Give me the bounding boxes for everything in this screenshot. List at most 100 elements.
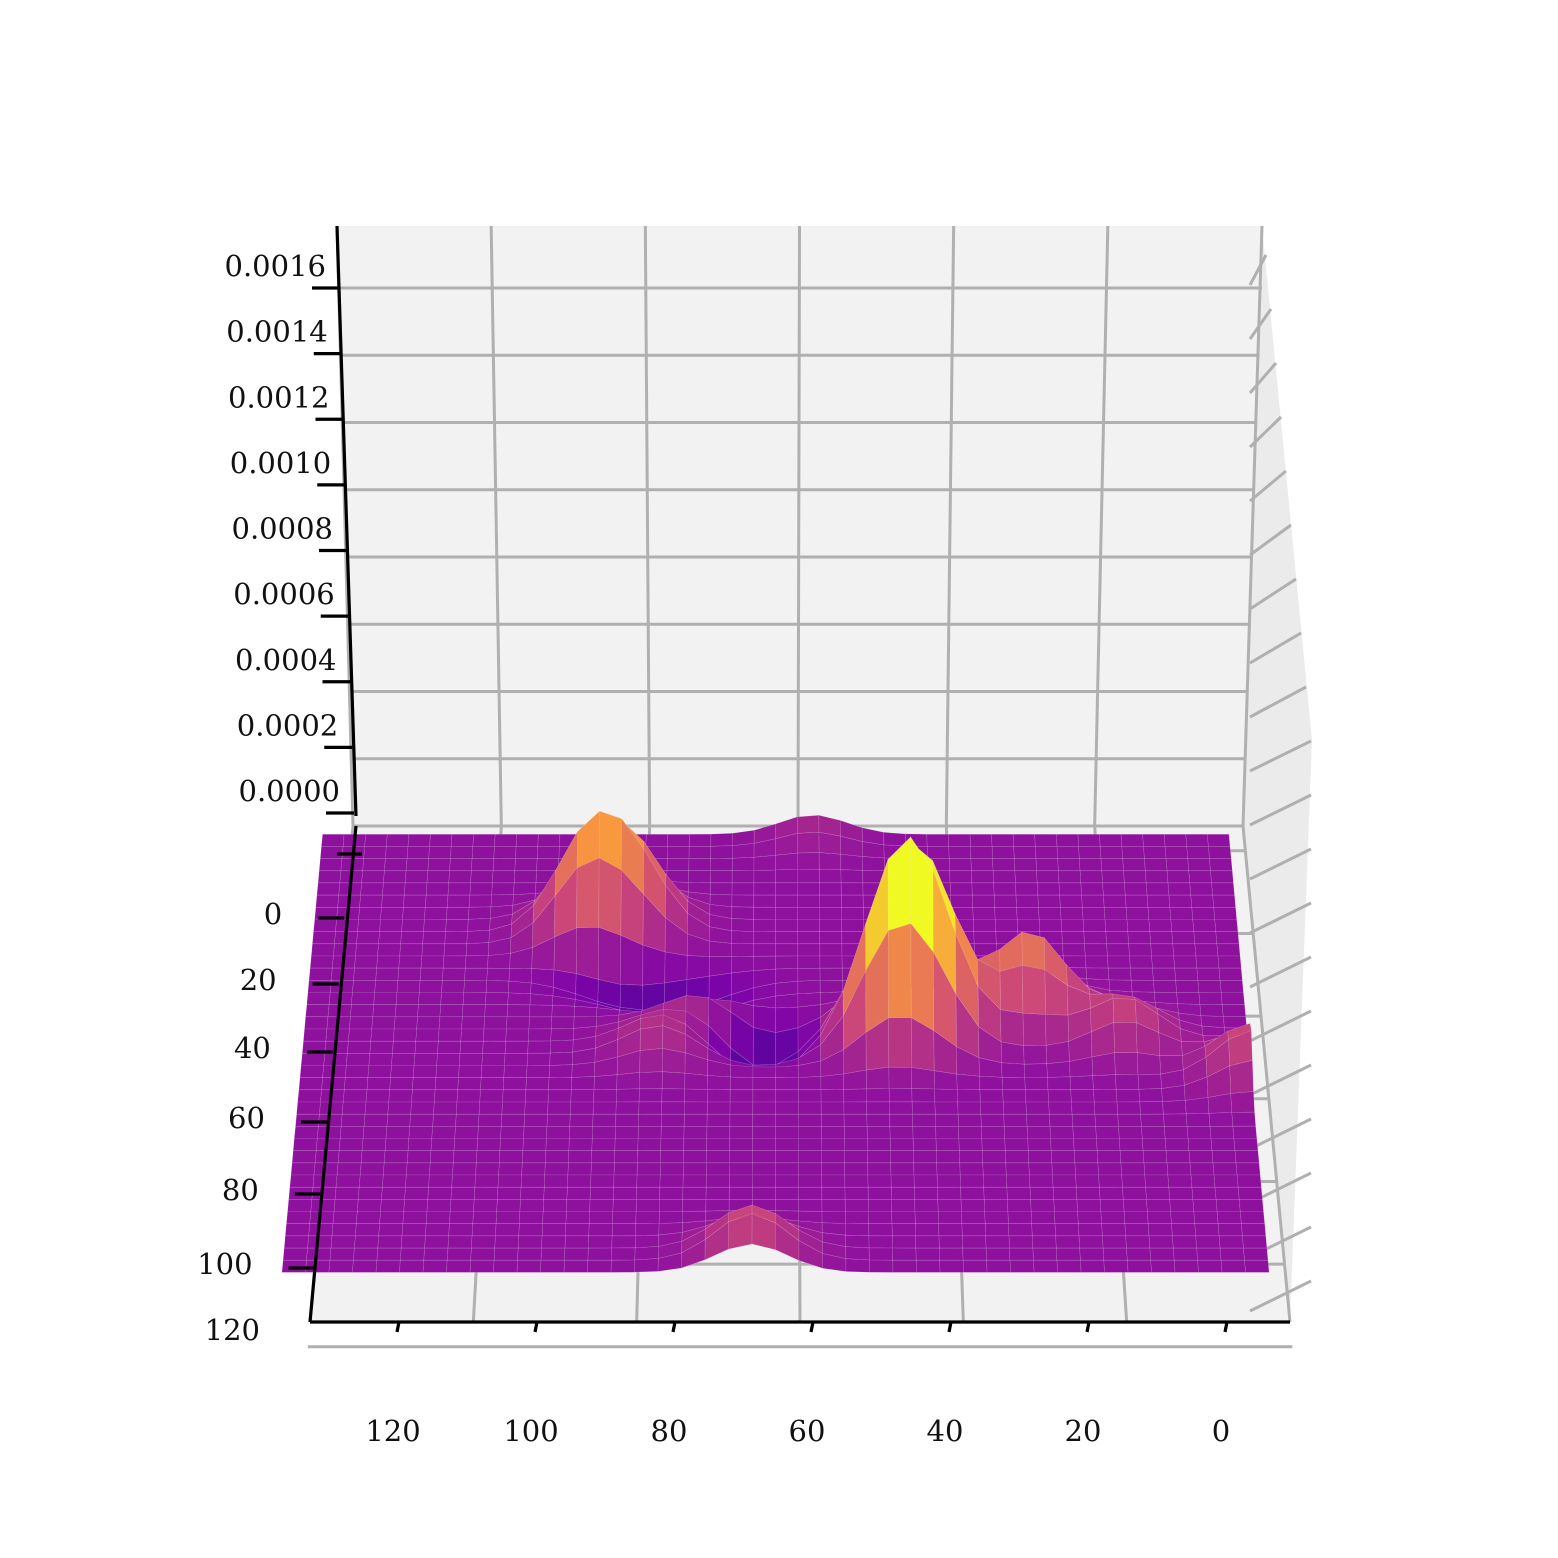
surface-cell — [775, 968, 799, 984]
surface-cell — [1126, 1247, 1152, 1261]
surface-cell — [1115, 1074, 1140, 1090]
surface-cell — [979, 1075, 1003, 1091]
surface-cell — [1004, 1150, 1030, 1164]
surface-cell — [523, 1126, 548, 1139]
surface-cell — [350, 1004, 375, 1018]
surface-cell — [420, 955, 445, 969]
surface-cell — [797, 882, 820, 896]
surface-cell — [447, 1235, 473, 1249]
surface-cell — [1217, 955, 1242, 969]
surface-cell — [352, 979, 377, 993]
surface-cell — [798, 1113, 822, 1127]
surface-cell — [1084, 955, 1109, 969]
surface-cell — [1078, 858, 1103, 872]
grid-line-wall-x-2 — [643, 225, 652, 827]
surface-cell — [1209, 858, 1233, 872]
surface-cell — [305, 1004, 330, 1018]
surface-cell — [683, 1126, 708, 1139]
surface-cell — [307, 1235, 333, 1249]
surface-cell — [658, 1211, 683, 1224]
surface-cell — [1033, 1259, 1058, 1273]
surface-cell — [291, 1150, 317, 1164]
surface-cell — [519, 1199, 545, 1212]
surface-cell — [890, 1186, 916, 1200]
surface-cell — [475, 1162, 500, 1176]
surface-cell — [972, 906, 996, 920]
grid-line-wall-x-4 — [944, 225, 956, 827]
surface-cell — [705, 1199, 730, 1212]
z-tick-label: 0.0012 — [228, 380, 329, 414]
surface-cell — [730, 955, 754, 974]
surface-cell — [1003, 1113, 1028, 1127]
surface-cell — [1166, 870, 1191, 884]
surface-cell — [564, 1247, 589, 1261]
surface-cell — [521, 1150, 547, 1164]
surface-cell — [797, 980, 821, 995]
surface-cell — [979, 1089, 1004, 1103]
surface-cell — [1214, 1186, 1240, 1200]
surface-cell — [1148, 1235, 1174, 1249]
surface-cell — [339, 1126, 365, 1139]
surface-cell — [986, 1259, 1011, 1273]
surface-cell — [412, 1077, 437, 1091]
surface-cell — [1096, 1150, 1122, 1164]
surface-cell — [575, 927, 600, 980]
surface-cell — [431, 1126, 456, 1139]
surface-cell — [1061, 931, 1085, 945]
surface-cell — [866, 1138, 891, 1151]
surface-cell — [775, 943, 799, 957]
grid-line-side-3 — [1248, 415, 1283, 449]
surface-cell — [284, 1223, 311, 1237]
surface-cell — [380, 1199, 405, 1212]
surface-cell — [404, 870, 429, 884]
surface-cell — [868, 1211, 893, 1224]
side-wall-pane — [1243, 226, 1312, 1322]
surface-cell — [1231, 1111, 1257, 1127]
surface-cell — [1070, 1089, 1095, 1103]
surface-cell — [1102, 882, 1126, 896]
surface-cell — [821, 1186, 846, 1200]
surface-cell — [1081, 906, 1106, 920]
surface-cell — [1000, 1041, 1025, 1065]
surface-cell — [370, 1028, 395, 1042]
surface-cell — [469, 1259, 495, 1273]
surface-cell — [682, 1198, 707, 1212]
surface-cell — [332, 1211, 358, 1224]
surface-cell — [359, 894, 383, 908]
surface-cell — [537, 833, 561, 847]
surface-cell — [752, 1138, 776, 1151]
surface-cell — [1175, 979, 1200, 993]
surface-cell — [334, 1186, 360, 1200]
surface-cell — [645, 833, 669, 847]
grid-line-wall-x-3 — [796, 225, 801, 827]
surface-cell — [1118, 1126, 1143, 1139]
surface-cell — [425, 882, 450, 896]
surface-cell — [452, 1150, 478, 1164]
surface-cell — [819, 967, 843, 981]
surface-cell — [1103, 1259, 1129, 1273]
surface-cell — [563, 1259, 589, 1273]
surface-cell — [660, 1150, 685, 1164]
surface-cell — [949, 870, 973, 884]
surface-cell — [513, 870, 537, 884]
surface-cell — [934, 1101, 959, 1115]
surface-cell — [485, 992, 509, 1006]
surface-cell — [1116, 1101, 1141, 1115]
surface-cell — [487, 953, 511, 969]
surface-cell — [310, 943, 335, 957]
surface-cell — [401, 919, 425, 932]
surface-cell — [1130, 979, 1155, 993]
surface-cell — [1142, 1150, 1168, 1164]
surface-cell — [455, 1113, 480, 1127]
surface-cell — [359, 1162, 385, 1176]
surface-cell — [1038, 906, 1062, 920]
surface-cell — [382, 1174, 407, 1188]
surface-cell — [821, 1174, 846, 1188]
surface-cell — [1059, 894, 1083, 908]
grid-line-side-2 — [1248, 362, 1278, 394]
surface-cell — [840, 869, 864, 884]
surface-cell — [1216, 943, 1241, 957]
surface-cell — [612, 1211, 637, 1224]
surface-cell — [1219, 1247, 1245, 1261]
surface-cell — [728, 1186, 753, 1200]
